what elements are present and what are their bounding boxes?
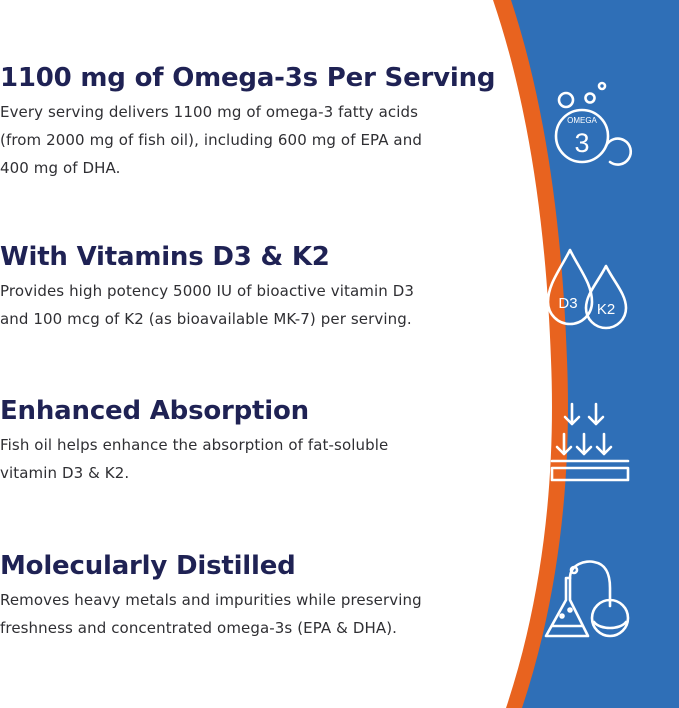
feature-description: Every serving delivers 1100 mg of omega-… <box>0 98 470 182</box>
description-line: Provides high potency 5000 IU of bioacti… <box>0 282 414 300</box>
k2-label: K2 <box>597 301 615 318</box>
feature-molecularly-distilled: Molecularly Distilled Removes heavy meta… <box>0 550 470 642</box>
blue-band <box>511 0 679 708</box>
omega-3-droplets-icon: OMEGA 3 <box>536 76 646 186</box>
absorption-arrows-icon <box>536 396 646 506</box>
feature-description: Provides high potency 5000 IU of bioacti… <box>0 277 470 333</box>
feature-title: Molecularly Distilled <box>0 551 296 581</box>
omega-number: 3 <box>574 128 589 158</box>
description-line: (from 2000 mg of fish oil), including 60… <box>0 131 422 149</box>
d3-label: D3 <box>558 295 577 312</box>
description-line: vitamin D3 & K2. <box>0 464 130 482</box>
feature-enhanced-absorption: Enhanced Absorption Fish oil helps enhan… <box>0 395 470 487</box>
omega-label: OMEGA <box>567 116 597 125</box>
feature-title: With Vitamins D3 & K2 <box>0 242 330 272</box>
distillation-flasks-icon <box>536 556 646 666</box>
feature-title: 1100 mg of Omega-3s Per Serving <box>0 63 496 93</box>
description-line: Fish oil helps enhance the absorption of… <box>0 436 389 454</box>
feature-description: Removes heavy metals and impurities whil… <box>0 586 470 642</box>
feature-title: Enhanced Absorption <box>0 396 309 426</box>
feature-omega3: 1100 mg of Omega-3s Per Serving Every se… <box>0 62 496 182</box>
feature-vitamins-d3-k2: With Vitamins D3 & K2 Provides high pote… <box>0 241 470 333</box>
description-line: Removes heavy metals and impurities whil… <box>0 591 422 609</box>
description-line: freshness and concentrated omega-3s (EPA… <box>0 619 398 637</box>
description-line: 400 mg of DHA. <box>0 159 121 177</box>
feature-description: Fish oil helps enhance the absorption of… <box>0 431 470 487</box>
d3-k2-drops-icon: D3 K2 <box>536 240 646 350</box>
description-line: and 100 mcg of K2 (as bioavailable MK-7)… <box>0 310 412 328</box>
description-line: Every serving delivers 1100 mg of omega-… <box>0 103 419 121</box>
